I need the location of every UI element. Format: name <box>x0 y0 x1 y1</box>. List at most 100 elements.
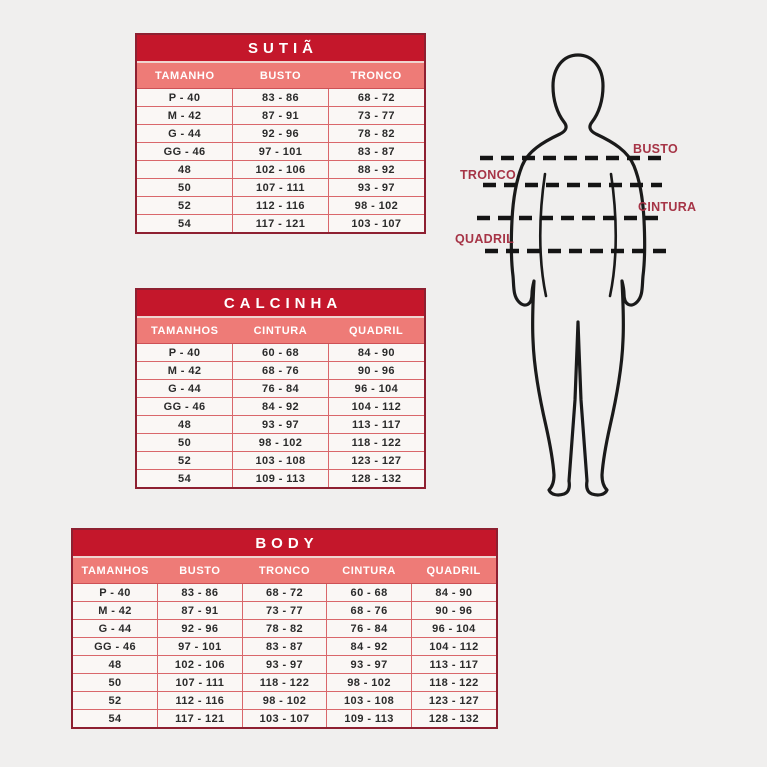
measurement-cell: 113 - 117 <box>327 415 424 434</box>
table-row: 48 102 - 106 93 - 97 93 - 97 113 - 117 <box>73 655 496 674</box>
measurement-cell: 128 - 132 <box>327 469 424 487</box>
measurement-cell: 60 - 68 <box>232 343 329 362</box>
header-row: TAMANHOS CINTURA QUADRIL <box>137 318 424 344</box>
measurement-cell: 50 <box>73 673 158 692</box>
measurement-cell: 96 - 104 <box>410 619 496 638</box>
measurement-cell: 109 - 113 <box>326 709 412 727</box>
measurement-cell: 107 - 111 <box>157 673 243 692</box>
measurement-cell: 112 - 116 <box>232 196 329 215</box>
measurement-cell: 102 - 106 <box>232 160 329 179</box>
table-row: GG - 46 97 - 101 83 - 87 <box>137 142 424 161</box>
measurement-cell: 97 - 101 <box>157 637 243 656</box>
header-row: TAMANHOS BUSTO TRONCO CINTURA QUADRIL <box>73 558 496 584</box>
measurement-cell: G - 44 <box>73 619 158 638</box>
busto-label: BUSTO <box>633 142 679 156</box>
column-header: CINTURA <box>326 558 412 584</box>
table-row: 50 98 - 102 118 - 122 <box>137 433 424 452</box>
measurement-cell: 68 - 76 <box>326 601 412 620</box>
quadril-label: QUADRIL <box>455 232 515 246</box>
measurement-cell: 98 - 102 <box>327 196 424 215</box>
table-title-bar: BODY <box>73 530 496 558</box>
table-row: 52 112 - 116 98 - 102 103 - 108 123 - 127 <box>73 691 496 710</box>
measurement-cell: 128 - 132 <box>410 709 496 727</box>
tronco-label: TRONCO <box>460 168 516 182</box>
table-header: TAMANHOS CINTURA QUADRIL <box>137 318 424 344</box>
measurement-cell: 117 - 121 <box>232 214 329 232</box>
measurement-cell: G - 44 <box>137 124 233 143</box>
measurements-table: TAMANHO BUSTO TRONCO P - 40 83 - 86 68 - 72 M… <box>137 63 424 232</box>
measurements-table: TAMANHOS BUSTO TRONCO CINTURA QUADRIL P - 40… <box>73 558 496 727</box>
measurement-cell: 48 <box>137 160 233 179</box>
table-body: P - 40 83 - 86 68 - 72 60 - 68 84 - 90 M - 42… <box>73 583 496 727</box>
measurement-cell: 104 - 112 <box>327 397 424 416</box>
measurement-cell: 73 - 77 <box>327 106 424 125</box>
female-silhouette-outline <box>509 53 647 497</box>
measurement-cell: 123 - 127 <box>410 691 496 710</box>
measurement-cell: 92 - 96 <box>232 124 329 143</box>
measurement-cell: 90 - 96 <box>410 601 496 620</box>
header-row: TAMANHO BUSTO TRONCO <box>137 63 424 89</box>
measurement-cell: 93 - 97 <box>241 655 327 674</box>
measurement-cell: 73 - 77 <box>241 601 327 620</box>
measurement-cell: 78 - 82 <box>241 619 327 638</box>
measurement-cell: 92 - 96 <box>157 619 243 638</box>
table-header: TAMANHOS BUSTO TRONCO CINTURA QUADRIL <box>73 558 496 584</box>
measurement-cell: M - 42 <box>73 601 158 620</box>
measurement-cell: 76 - 84 <box>232 379 329 398</box>
measurement-cell: 117 - 121 <box>157 709 243 727</box>
measurement-cell: 102 - 106 <box>157 655 243 674</box>
table-row: G - 44 92 - 96 78 - 82 76 - 84 96 - 104 <box>73 619 496 638</box>
measurement-cell: GG - 46 <box>137 397 233 416</box>
measurement-cell: 83 - 87 <box>241 637 327 656</box>
column-header: QUADRIL <box>328 318 424 344</box>
measurement-cell: 98 - 102 <box>232 433 329 452</box>
measurement-cell: 103 - 107 <box>241 709 327 727</box>
table-row: 54 117 - 121 103 - 107 109 - 113 128 - 132 <box>73 709 496 727</box>
measurement-cell: 98 - 102 <box>241 691 327 710</box>
table-row: P - 40 60 - 68 84 - 90 <box>137 343 424 362</box>
measurement-cell: 48 <box>137 415 233 434</box>
measurement-cell: 60 - 68 <box>326 583 412 602</box>
measurement-cell: 112 - 116 <box>157 691 243 710</box>
measurement-cell: 90 - 96 <box>327 361 424 380</box>
measurement-cell: 93 - 97 <box>326 655 412 674</box>
measurement-cell: 123 - 127 <box>327 451 424 470</box>
measurement-cell: GG - 46 <box>73 637 158 656</box>
column-header: CINTURA <box>232 318 329 344</box>
column-header: TAMANHOS <box>137 318 233 344</box>
left-arm-gap-line <box>538 172 548 298</box>
measurement-cell: G - 44 <box>137 379 233 398</box>
table-row: P - 40 83 - 86 68 - 72 60 - 68 84 - 90 <box>73 583 496 602</box>
table-row: 50 107 - 111 118 - 122 98 - 102 118 - 122 <box>73 673 496 692</box>
measurement-cell: 52 <box>137 196 233 215</box>
table-row: G - 44 92 - 96 78 - 82 <box>137 124 424 143</box>
measurement-cell: 68 - 72 <box>241 583 327 602</box>
measurement-cell: 98 - 102 <box>326 673 412 692</box>
measurement-cell: 97 - 101 <box>232 142 329 161</box>
measurement-cell: 83 - 87 <box>327 142 424 161</box>
sutia-size-table: SUTIÃ TAMANHO BUSTO TRONCO P - 40 83 - 86 68… <box>135 33 426 234</box>
table-row: 54 117 - 121 103 - 107 <box>137 214 424 232</box>
measurement-cell: 84 - 90 <box>410 583 496 602</box>
table-row: 48 93 - 97 113 - 117 <box>137 415 424 434</box>
column-header: BUSTO <box>232 63 329 89</box>
measurement-cell: 68 - 76 <box>232 361 329 380</box>
table-row: GG - 46 84 - 92 104 - 112 <box>137 397 424 416</box>
table-body: P - 40 60 - 68 84 - 90 M - 42 68 - 76 90 - 96… <box>137 343 424 487</box>
measurement-cell: 109 - 113 <box>232 469 329 487</box>
measurement-cell: 50 <box>137 178 233 197</box>
measurement-cell: 93 - 97 <box>327 178 424 197</box>
measurement-cell: 118 - 122 <box>241 673 327 692</box>
measurement-cell: 88 - 92 <box>327 160 424 179</box>
measurement-cell: 48 <box>73 655 158 674</box>
measurement-cell: M - 42 <box>137 361 233 380</box>
female-silhouette-diagram <box>477 53 668 497</box>
measurement-cell: 54 <box>137 214 233 232</box>
measurements-table: TAMANHOS CINTURA QUADRIL P - 40 60 - 68 84 -… <box>137 318 424 487</box>
table-row: 50 107 - 111 93 - 97 <box>137 178 424 197</box>
table-row: 54 109 - 113 128 - 132 <box>137 469 424 487</box>
measurement-cell: 103 - 108 <box>326 691 412 710</box>
column-header: TAMANHOS <box>73 558 158 584</box>
table-body: P - 40 83 - 86 68 - 72 M - 42 87 - 91 73 - 77… <box>137 88 424 232</box>
